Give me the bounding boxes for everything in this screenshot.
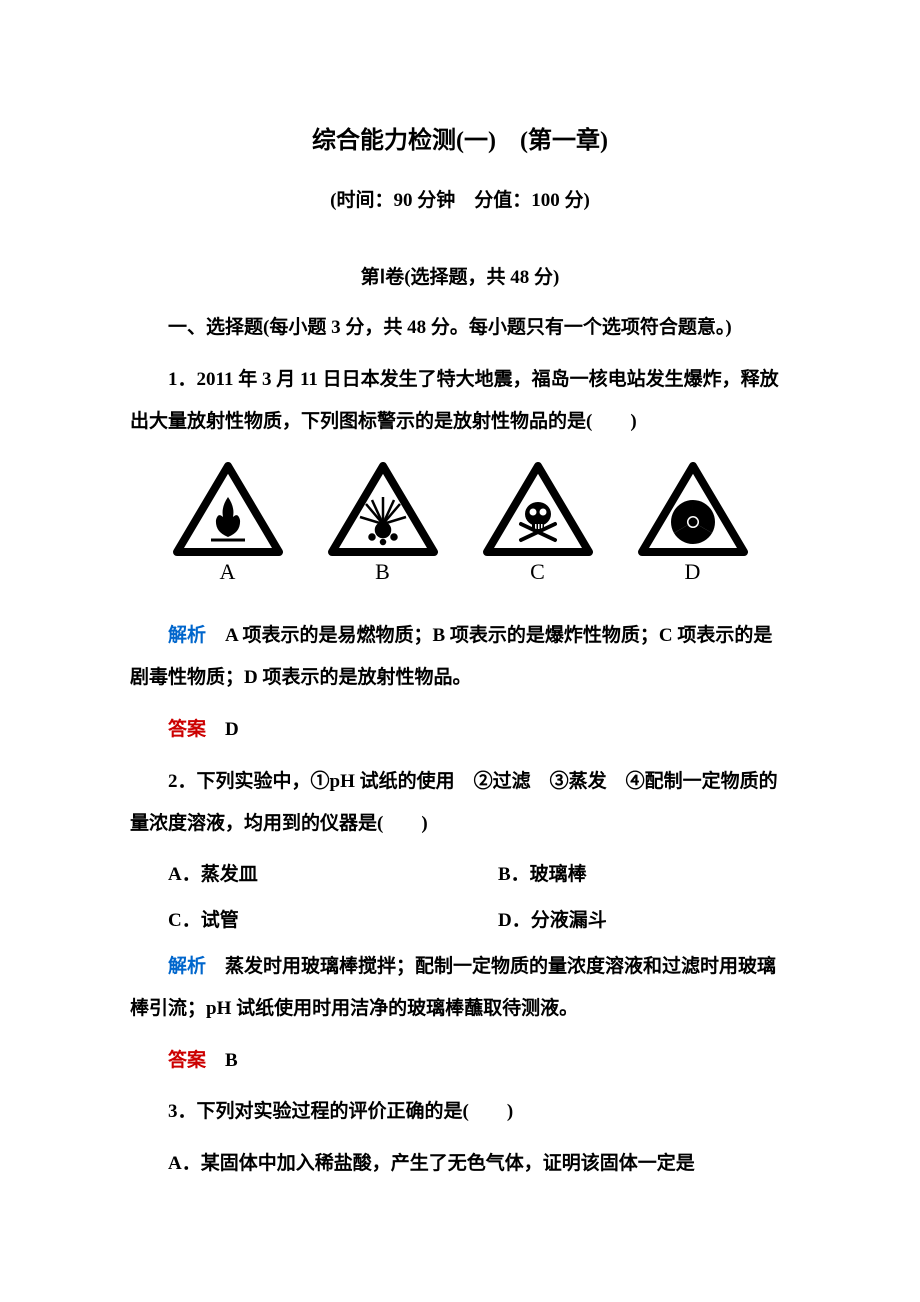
question-2-options-row1: A．蒸发皿 B．玻璃棒 [130, 854, 790, 896]
radioactive-icon [638, 462, 748, 557]
document-page: 综合能力检测(一) (第一章) (时间：90 分钟 分值：100 分) 第Ⅰ卷(… [0, 0, 920, 1255]
explosive-icon [328, 462, 438, 557]
page-title: 综合能力检测(一) (第一章) [130, 120, 790, 155]
option-3a: A．某固体中加入稀盐酸，产生了无色气体，证明该固体一定是 [130, 1143, 790, 1185]
question-1-answer: 答案 D [130, 709, 790, 751]
flammable-icon [173, 462, 283, 557]
analysis-1-text: A 项表示的是易燃物质；B 项表示的是爆炸性物质；C 项表示的是剧毒性物质；D … [130, 625, 772, 688]
instruction-text: 一、选择题(每小题 3 分，共 48 分。每小题只有一个选项符合题意。) [130, 307, 790, 349]
sign-label-c: C [530, 559, 545, 585]
option-2d: D．分液漏斗 [460, 900, 790, 942]
section-header: 第Ⅰ卷(选择题，共 48 分) [130, 262, 790, 289]
question-1-text: 1．2011 年 3 月 11 日日本发生了特大地震，福岛一核电站发生爆炸，释放… [130, 359, 790, 443]
question-3-text: 3．下列对实验过程的评价正确的是( ) [130, 1091, 790, 1133]
answer-1-value: D [225, 719, 239, 740]
page-subtitle: (时间：90 分钟 分值：100 分) [130, 185, 790, 212]
analysis-label: 解析 [168, 625, 206, 646]
question-1-analysis: 解析 A 项表示的是易燃物质；B 项表示的是爆炸性物质；C 项表示的是剧毒性物质… [130, 615, 790, 699]
sign-label-a: A [220, 559, 236, 585]
sign-item-c: C [483, 462, 593, 585]
question-2-options-row2: C．试管 D．分液漏斗 [130, 900, 790, 942]
toxic-icon [483, 462, 593, 557]
question-2-analysis: 解析 蒸发时用玻璃棒搅拌；配制一定物质的量浓度溶液和过滤时用玻璃棒引流；pH 试… [130, 946, 790, 1030]
sign-label-d: D [685, 559, 701, 585]
question-2-text: 2．下列实验中，①pH 试纸的使用 ②过滤 ③蒸发 ④配制一定物质的量浓度溶液，… [130, 761, 790, 845]
sign-label-b: B [375, 559, 390, 585]
option-2b: B．玻璃棒 [460, 854, 790, 896]
question-2-answer: 答案 B [130, 1040, 790, 1082]
option-2c: C．试管 [130, 900, 460, 942]
sign-item-d: D [638, 462, 748, 585]
analysis-2-text: 蒸发时用玻璃棒搅拌；配制一定物质的量浓度溶液和过滤时用玻璃棒引流；pH 试纸使用… [130, 956, 776, 1019]
sign-item-b: B [328, 462, 438, 585]
option-2a: A．蒸发皿 [130, 854, 460, 896]
answer-2-value: B [225, 1050, 238, 1071]
answer-label: 答案 [168, 1050, 206, 1071]
sign-item-a: A [173, 462, 283, 585]
analysis-label: 解析 [168, 956, 206, 977]
warning-signs-figure: A B [130, 462, 790, 585]
answer-label: 答案 [168, 719, 206, 740]
